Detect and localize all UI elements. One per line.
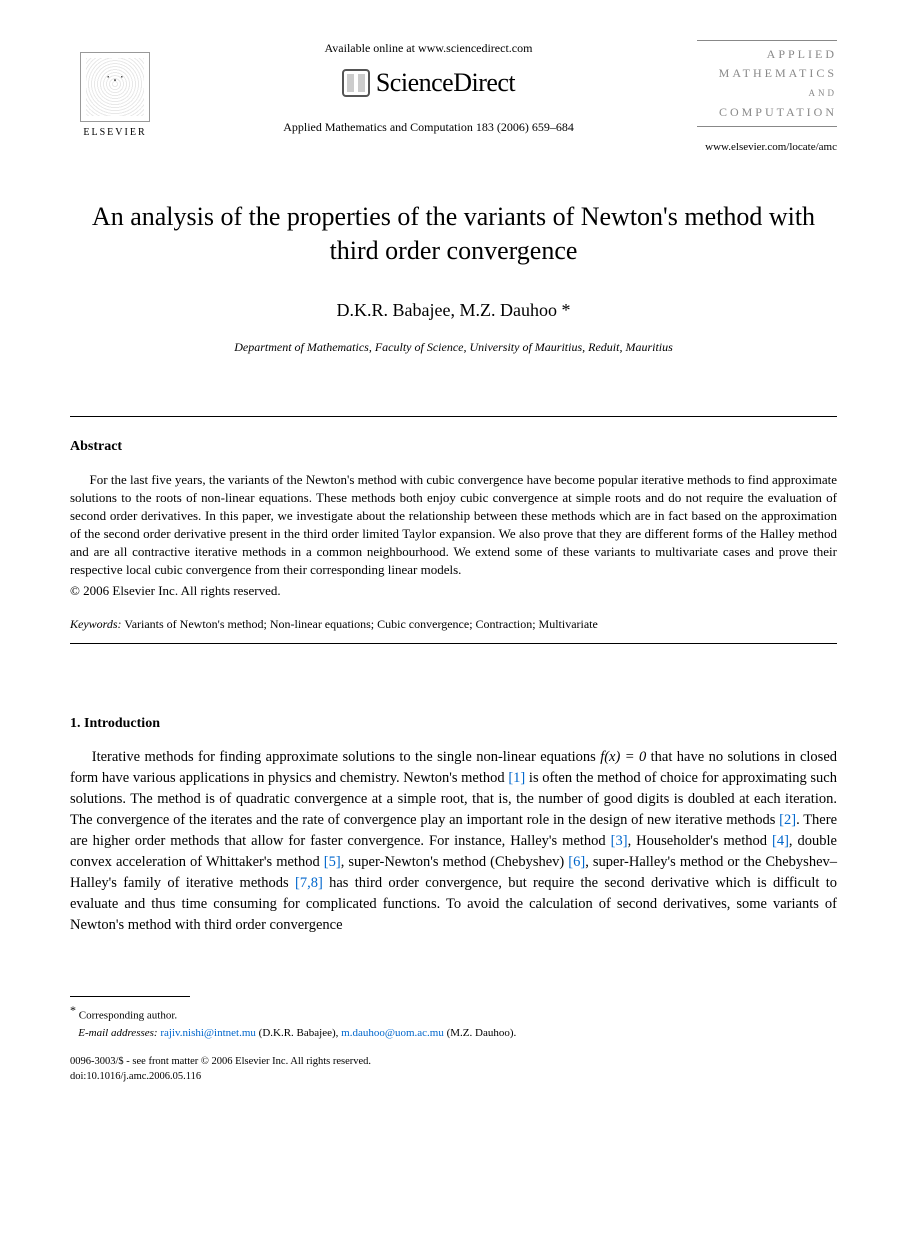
abstract-copyright: © 2006 Elsevier Inc. All rights reserved… [70, 582, 837, 600]
ref-link-6[interactable]: [6] [568, 854, 585, 870]
elsevier-logo: ELSEVIER [70, 40, 160, 140]
author-names: D.K.R. Babajee, M.Z. Dauhoo [337, 300, 557, 320]
footnote-separator [70, 996, 190, 997]
corresponding-asterisk: * [561, 300, 570, 320]
email-link-1[interactable]: rajiv.nishi@intnet.mu [160, 1027, 256, 1039]
sciencedirect-icon [342, 69, 370, 97]
email-name-2: (M.Z. Dauhoo). [447, 1027, 517, 1039]
sciencedirect-brand: ScienceDirect [170, 65, 687, 101]
footer-line-1: 0096-3003/$ - see front matter © 2006 El… [70, 1055, 837, 1070]
introduction-heading: 1. Introduction [70, 714, 837, 734]
intro-p7: , super-Newton's method (Chebyshev) [341, 854, 569, 870]
introduction-paragraph: Iterative methods for finding approximat… [70, 747, 837, 936]
footnote-asterisk: * [70, 1003, 76, 1017]
brand-line-1: APPLIED [767, 47, 837, 61]
journal-url[interactable]: www.elsevier.com/locate/amc [697, 135, 837, 161]
ref-link-3[interactable]: [3] [611, 833, 628, 849]
divider-top [70, 416, 837, 417]
ref-link-4[interactable]: [4] [772, 833, 789, 849]
brand-line-2: MATHEMATICS [719, 66, 837, 80]
email-link-2[interactable]: m.dauhoo@uom.ac.mu [341, 1027, 444, 1039]
header-row: ELSEVIER Available online at www.science… [70, 40, 837, 160]
intro-eq: f(x) = 0 [600, 749, 646, 765]
corresponding-author-label: Corresponding author. [79, 1010, 177, 1022]
center-header: Available online at www.sciencedirect.co… [160, 40, 697, 136]
journal-reference: Applied Mathematics and Computation 183 … [170, 119, 687, 136]
available-online-text: Available online at www.sciencedirect.co… [170, 40, 687, 57]
elsevier-tree-icon [80, 52, 150, 122]
intro-p1: Iterative methods for finding approximat… [92, 749, 600, 765]
footnote-block: * Corresponding author. E-mail addresses… [70, 1001, 837, 1041]
ref-link-7[interactable]: [7,8] [295, 875, 323, 891]
abstract-text: For the last five years, the variants of… [70, 471, 837, 580]
keywords-label: Keywords: [70, 617, 122, 631]
brand-line-4: COMPUTATION [719, 105, 837, 119]
ref-link-5[interactable]: [5] [324, 854, 341, 870]
divider-bottom [70, 643, 837, 644]
keywords-line: Keywords: Variants of Newton's method; N… [70, 616, 837, 633]
affiliation: Department of Mathematics, Faculty of Sc… [70, 339, 837, 356]
abstract-heading: Abstract [70, 437, 837, 457]
elsevier-label: ELSEVIER [83, 126, 146, 140]
email-name-1: (D.K.R. Babajee), [259, 1027, 339, 1039]
keywords-text: Variants of Newton's method; Non-linear … [124, 617, 597, 631]
intro-p5: , Householder's method [628, 833, 772, 849]
authors-line: D.K.R. Babajee, M.Z. Dauhoo * [70, 298, 837, 323]
journal-brand-box: APPLIED MATHEMATICS AND COMPUTATION www.… [697, 40, 837, 160]
footer-doi: doi:10.1016/j.amc.2006.05.116 [70, 1070, 837, 1085]
paper-title: An analysis of the properties of the var… [70, 200, 837, 268]
ref-link-2[interactable]: [2] [779, 812, 796, 828]
email-label: E-mail addresses: [78, 1027, 157, 1039]
footer-block: 0096-3003/$ - see front matter © 2006 El… [70, 1055, 837, 1084]
brand-lines: APPLIED MATHEMATICS AND COMPUTATION [697, 40, 837, 127]
sciencedirect-label: ScienceDirect [376, 65, 515, 101]
ref-link-1[interactable]: [1] [508, 770, 525, 786]
brand-line-3: AND [809, 88, 838, 98]
